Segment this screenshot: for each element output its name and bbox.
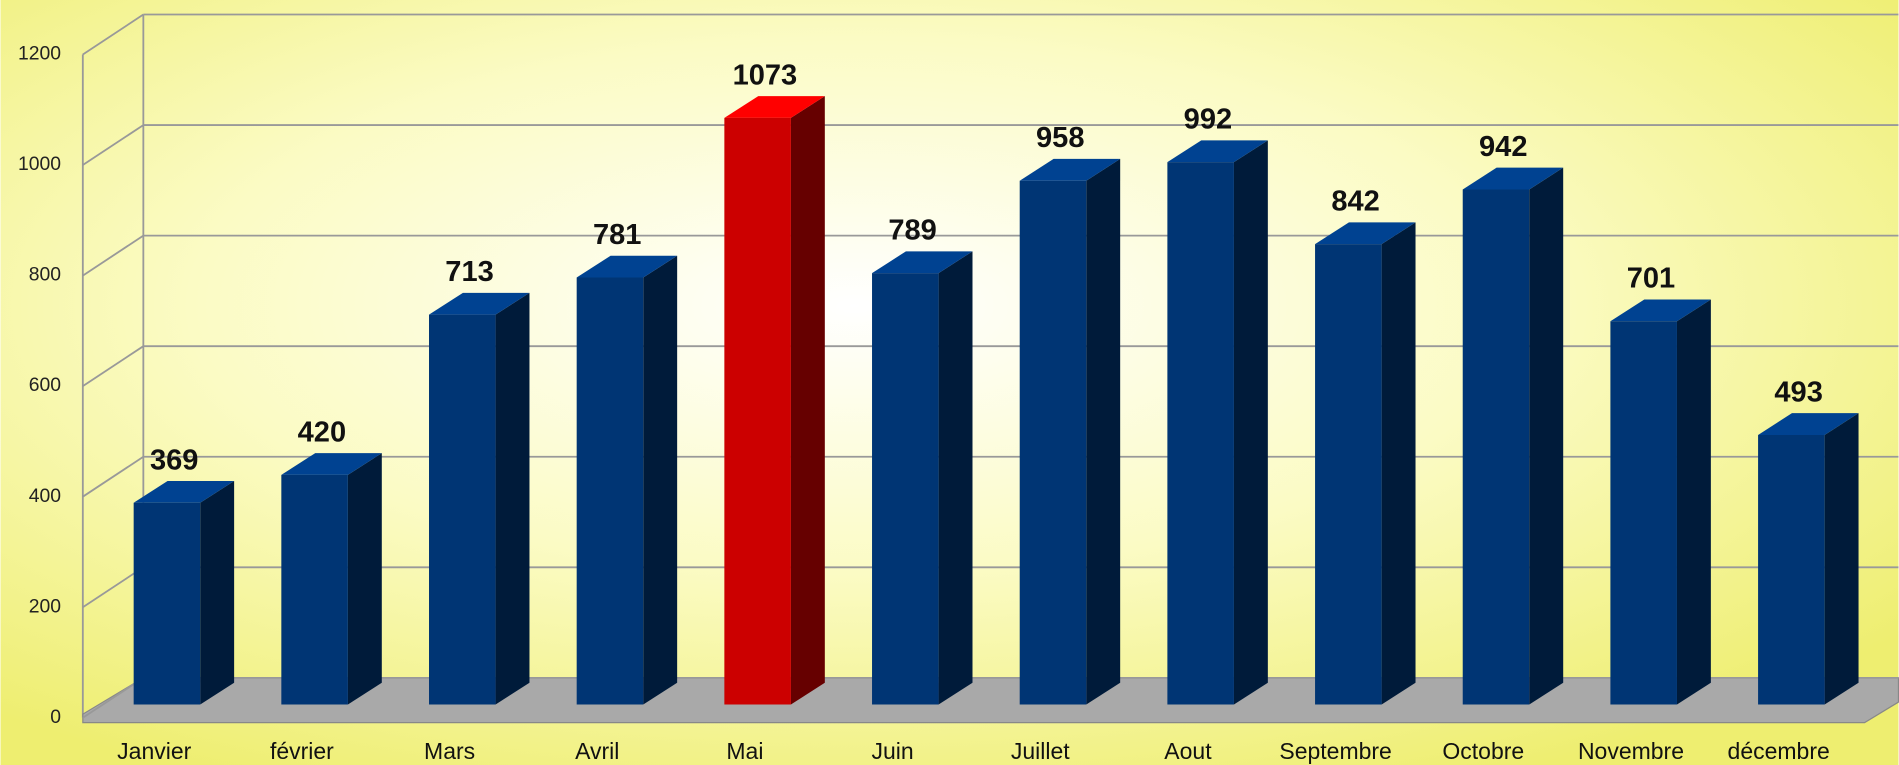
- x-tick-label: Mars: [424, 738, 475, 764]
- data-label: 789: [888, 215, 936, 247]
- bar: [429, 292, 530, 705]
- data-label: 781: [593, 219, 641, 251]
- bar-front: [1758, 434, 1825, 705]
- data-label: 369: [150, 444, 198, 476]
- bar-front: [429, 314, 496, 705]
- bar-top: [281, 453, 382, 475]
- bar-front: [1019, 180, 1087, 705]
- grid-diagonal: [82, 566, 144, 608]
- bar: [133, 480, 235, 705]
- grid-diagonal: [82, 345, 144, 387]
- bar: [1315, 222, 1416, 705]
- bar-top: [1315, 222, 1416, 245]
- data-label: 992: [1184, 104, 1232, 136]
- bar: [1019, 158, 1121, 705]
- y-tick-label: 1200: [18, 43, 61, 65]
- x-tick-label: décembre: [1728, 738, 1830, 764]
- bar: [1167, 140, 1268, 705]
- y-tick-label: 800: [29, 264, 62, 286]
- bar-side: [643, 255, 678, 705]
- bar: [1610, 299, 1711, 705]
- bar-front: [281, 474, 348, 705]
- x-tick-label: Avril: [575, 738, 619, 764]
- data-label: 842: [1331, 186, 1379, 218]
- bar-side: [1086, 158, 1121, 705]
- bar-side: [938, 251, 973, 705]
- bar-side: [790, 96, 825, 705]
- bar-front: [1462, 189, 1530, 705]
- bar-front: [1315, 244, 1382, 705]
- bar-side: [1381, 222, 1416, 705]
- bar-top: [1758, 413, 1859, 435]
- y-tick-label: 0: [50, 706, 61, 728]
- grid-diagonal: [82, 455, 144, 498]
- x-tick-label: Aout: [1164, 738, 1212, 764]
- bar-front: [1167, 162, 1234, 705]
- bar-side: [1529, 167, 1564, 705]
- bar: [576, 255, 678, 705]
- bar-top: [133, 480, 235, 503]
- data-label: 420: [298, 416, 346, 448]
- x-tick-label: Mai: [726, 738, 763, 764]
- bar: [872, 251, 973, 705]
- x-tick-label: Octobre: [1442, 738, 1524, 764]
- y-tick-label: 400: [29, 485, 62, 507]
- grid-diagonal: [82, 124, 144, 166]
- bar-top: [1019, 158, 1121, 181]
- bar-top: [724, 96, 825, 118]
- bar-top: [872, 251, 973, 274]
- data-label: 701: [1627, 263, 1675, 295]
- x-tick-label: Janvier: [117, 738, 191, 764]
- y-tick-label: 200: [29, 595, 62, 617]
- bar: [1462, 167, 1564, 705]
- x-tick-label: Novembre: [1578, 738, 1684, 764]
- bar-front: [576, 277, 644, 705]
- x-tick-label: février: [270, 738, 334, 764]
- bar-side: [347, 453, 382, 705]
- bar-front: [1610, 321, 1677, 705]
- bar-side: [200, 480, 235, 705]
- bar-front: [872, 273, 939, 705]
- bar-side: [1824, 413, 1859, 705]
- bar-side: [1676, 299, 1711, 705]
- bar-side: [1233, 140, 1268, 705]
- bar-front: [724, 117, 791, 705]
- bar-side: [495, 292, 530, 705]
- x-tick-label: Juin: [872, 738, 914, 764]
- x-tick-label: Juillet: [1011, 738, 1070, 764]
- data-label: 713: [445, 256, 493, 288]
- bar: [1758, 413, 1859, 705]
- bar-top: [1462, 167, 1564, 190]
- bar-top: [576, 255, 678, 278]
- bar-front: [133, 502, 201, 705]
- data-label: 942: [1479, 131, 1527, 163]
- data-label: 493: [1774, 376, 1822, 408]
- y-tick-label: 600: [29, 374, 62, 396]
- bar-top: [1610, 299, 1711, 322]
- bar: [724, 96, 825, 705]
- bar: [281, 453, 382, 705]
- x-tick-label: Septembre: [1279, 738, 1391, 764]
- grid-diagonal: [82, 234, 144, 277]
- grid-diagonal: [82, 13, 144, 56]
- bar-top: [1167, 140, 1268, 163]
- y-tick-label: 1000: [18, 153, 61, 175]
- bar-top: [429, 292, 530, 315]
- grid-diagonal: [82, 677, 144, 719]
- data-label: 958: [1036, 122, 1084, 154]
- data-label: 1073: [733, 59, 798, 91]
